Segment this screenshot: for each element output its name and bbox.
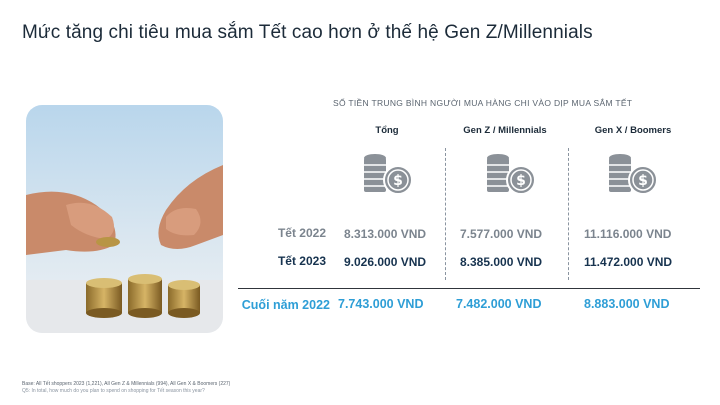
- table-cell: 8.313.000 VND: [344, 227, 427, 241]
- column-divider: [568, 148, 569, 280]
- coin-stack-dollar-icon: $: [609, 154, 658, 195]
- table-cell: 11.472.000 VND: [584, 255, 673, 269]
- column-header-genz: Gen Z / Millennials: [463, 125, 547, 136]
- column-header-total: Tổng: [375, 125, 399, 136]
- footnote-base: Base: All Tết shoppers 2023 (1,221), All…: [22, 381, 231, 387]
- svg-text:$: $: [516, 173, 526, 189]
- column-divider: [445, 148, 446, 280]
- row-label-tet-2023: Tết 2023: [277, 254, 326, 268]
- svg-text:$: $: [638, 173, 648, 189]
- row-label-tet-2022: Tết 2022: [277, 226, 326, 240]
- page-title: Mức tăng chi tiêu mua sắm Tết cao hơn ở …: [22, 22, 593, 43]
- chart-subtitle: SỐ TIỀN TRUNG BÌNH NGƯỜI MUA HÀNG CHI VÀ…: [333, 98, 633, 108]
- footnote-question: Q5: In total, how much do you plan to sp…: [22, 388, 205, 394]
- table-cell: 8.883.000 VND: [584, 297, 670, 311]
- column-header-genx: Gen X / Boomers: [594, 125, 672, 136]
- coin-stack-dollar-icon: $: [364, 154, 413, 195]
- row-label-end-2022: Cuối năm 2022: [241, 298, 330, 312]
- svg-text:$: $: [393, 173, 403, 189]
- table-cell: 11.116.000 VND: [584, 227, 672, 241]
- table-cell: 8.385.000 VND: [460, 255, 543, 269]
- coins-hands-photo: [26, 105, 223, 333]
- table-separator: [238, 288, 700, 289]
- table-cell: 7.743.000 VND: [338, 297, 424, 311]
- table-cell: 7.482.000 VND: [456, 297, 542, 311]
- table-cell: 9.026.000 VND: [344, 255, 427, 269]
- table-cell: 7.577.000 VND: [460, 227, 543, 241]
- coin-stack-dollar-icon: $: [487, 154, 536, 195]
